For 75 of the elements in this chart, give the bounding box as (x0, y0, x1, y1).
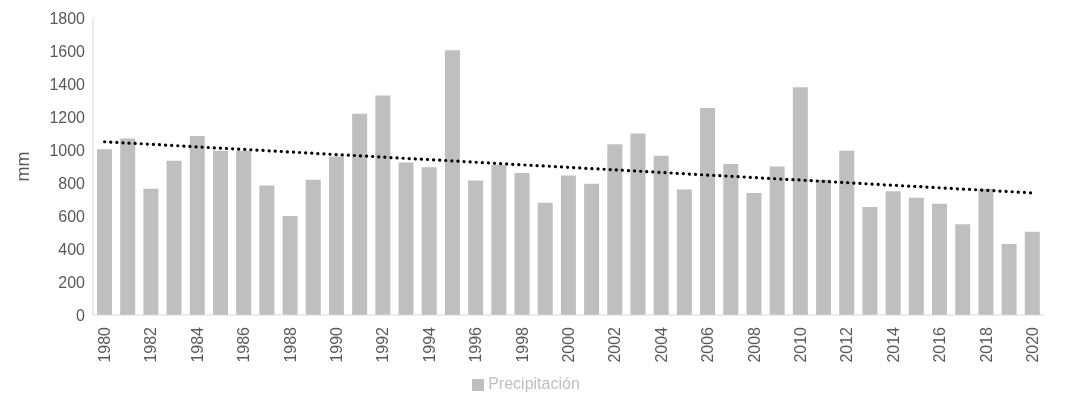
bar (862, 206, 878, 315)
x-tick-label: 2002 (606, 326, 624, 363)
y-tick-label: 200 (58, 273, 86, 291)
x-tick-label: 2018 (977, 326, 995, 363)
bar (143, 188, 159, 315)
bar (978, 188, 994, 315)
x-tick-label: 2006 (699, 326, 717, 363)
bar (398, 162, 414, 315)
x-tick-label: 1984 (188, 326, 206, 363)
bar (700, 107, 716, 315)
bar (676, 189, 692, 315)
bar (189, 135, 205, 315)
bar (816, 179, 832, 315)
bar (653, 155, 669, 315)
bar (630, 133, 646, 315)
bar (607, 144, 623, 315)
bar (328, 156, 344, 315)
x-tick-label: 1994 (420, 326, 438, 363)
bar (282, 216, 298, 315)
y-tick-label: 0 (76, 306, 86, 324)
bar (97, 149, 112, 315)
bar (723, 164, 739, 315)
bar (537, 202, 553, 315)
bar (352, 113, 368, 315)
bar (1001, 244, 1017, 315)
line-series (103, 140, 1034, 195)
bar (120, 138, 136, 315)
x-tick-label: 1982 (142, 326, 160, 363)
bar (259, 185, 275, 315)
x-tick-label: 1990 (328, 326, 346, 363)
x-tick-label: 2016 (931, 326, 949, 363)
x-tick-label: 1992 (374, 326, 392, 363)
y-tick-label: 1200 (49, 108, 86, 126)
x-tick-label: 2008 (745, 326, 763, 363)
bar (792, 87, 808, 315)
x-tick-label: 2000 (560, 326, 577, 363)
bar (421, 167, 437, 315)
y-tick-label: 1800 (49, 9, 86, 27)
bar (560, 175, 576, 315)
bar (166, 160, 182, 315)
bar (212, 150, 228, 315)
bar (468, 180, 484, 315)
legend-label: Precipitación (488, 375, 580, 392)
y-tick-label: 1600 (49, 42, 86, 60)
x-tick-label: 2014 (884, 326, 902, 363)
x-tick-label: 2010 (791, 326, 809, 363)
bar (885, 191, 901, 315)
bar (444, 50, 460, 315)
x-tick-label: 1996 (467, 326, 485, 363)
bar (375, 95, 391, 315)
bar (236, 150, 252, 315)
bar (955, 224, 971, 315)
x-tick-label: 2020 (1023, 326, 1041, 363)
bar (584, 183, 600, 315)
x-tick-label: 1988 (281, 326, 299, 363)
x-tick-label: 1986 (235, 326, 253, 363)
x-tick-label: 1980 (96, 326, 114, 363)
bar (932, 203, 948, 315)
y-tick-label: 800 (58, 174, 86, 192)
y-axis-title: mm (13, 151, 34, 182)
bar (514, 173, 530, 315)
bar (839, 150, 855, 315)
bar (746, 192, 762, 315)
bar (491, 164, 507, 315)
y-tick-label: 1000 (49, 141, 86, 159)
bar (908, 197, 924, 315)
y-tick-label: 600 (58, 207, 86, 225)
x-tick-label: 2004 (652, 326, 670, 363)
y-tick-label: 1400 (49, 75, 86, 93)
bar (769, 166, 785, 315)
x-tick-label: 2012 (838, 326, 856, 363)
bar (1024, 231, 1040, 315)
x-tick-label: 1998 (513, 326, 531, 363)
y-tick-label: 400 (58, 240, 86, 258)
bar (305, 179, 321, 315)
